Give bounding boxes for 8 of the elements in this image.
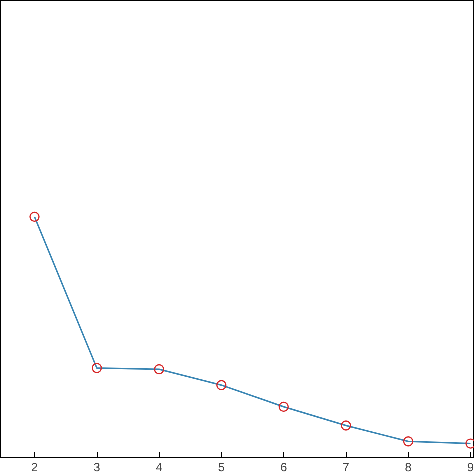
x-tick-label: 9 xyxy=(467,460,474,474)
x-tick-label: 5 xyxy=(218,460,226,474)
x-tick-label: 7 xyxy=(342,460,350,474)
x-tick-label: 6 xyxy=(280,460,288,474)
x-tick-label: 4 xyxy=(156,460,163,474)
x-tick-label: 8 xyxy=(405,460,412,474)
x-tick-label: 3 xyxy=(94,460,101,474)
x-tick-label: 2 xyxy=(31,460,38,474)
